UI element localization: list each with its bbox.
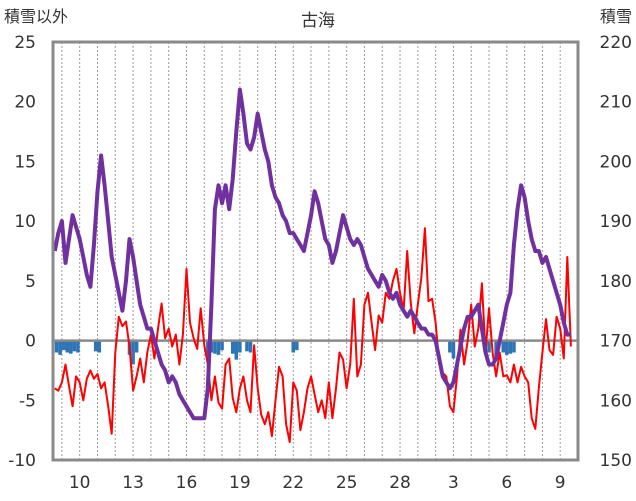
plot-frame [51, 40, 580, 462]
x-tick-label: 10 [69, 473, 91, 493]
x-tick-label: 16 [176, 473, 198, 493]
y-right-tick-label: 150 [600, 451, 632, 471]
snow-depth-series [52, 87, 571, 421]
x-tick-label: 9 [555, 473, 566, 493]
precipitation-bar [58, 340, 62, 355]
x-tick-label: 22 [282, 473, 304, 493]
precipitation-bar [248, 340, 253, 353]
precipitation-bar [234, 340, 239, 360]
precipitation-bar [97, 340, 102, 353]
precipitation-bar [54, 340, 59, 353]
x-tick-label: 13 [122, 473, 144, 493]
chart-title: 古海 [301, 11, 335, 31]
y-right-tick-label: 160 [600, 391, 632, 411]
precipitation-bar [213, 340, 217, 354]
x-tick-label: 28 [389, 473, 411, 493]
y-left-tick-label: 20 [14, 93, 36, 113]
y-left-tick-label: -5 [19, 391, 36, 411]
precipitation-bar [501, 340, 506, 353]
y-left-tick-label: 15 [14, 152, 36, 172]
precipitation-bar [72, 340, 77, 352]
x-tick-label: 6 [501, 473, 512, 493]
y-left-tick-label: -10 [8, 451, 36, 471]
precipitation-bar [245, 340, 249, 352]
precipitation-bar [93, 340, 98, 352]
precipitation-bar [131, 340, 135, 365]
snow-depth-line [52, 87, 571, 421]
x-tick-label: 25 [336, 473, 358, 493]
precipitation-bar [448, 340, 452, 353]
y-right-tick-label: 170 [600, 332, 632, 352]
precipitation-bar [76, 340, 80, 353]
x-tick-label: 3 [448, 473, 459, 493]
precipitation-bar [65, 340, 70, 353]
precipitation-bar [508, 340, 513, 354]
precipitation-bar [295, 340, 299, 351]
precipitation-bar [230, 340, 235, 354]
precipitation-bar [291, 340, 296, 353]
precipitation-bar [487, 340, 491, 353]
precipitation-bar [220, 340, 224, 351]
precipitation-bar [505, 340, 509, 355]
y-left-tick-label: 25 [14, 33, 36, 53]
y-left-tick-label: 0 [25, 332, 36, 352]
precipitation-bar [512, 340, 516, 353]
x-axis-ticks: 10 13 16 19 22 25 28 3 6 9 [69, 473, 566, 493]
precipitation-bar [216, 340, 221, 355]
precipitation-bar [61, 340, 66, 351]
y-right-tick-label: 220 [600, 33, 632, 53]
y-right-tick-label: 180 [600, 272, 632, 292]
y-axis-right-label: 積雪 [600, 7, 632, 26]
gridlines [61, 42, 561, 460]
y-axis-left-ticks: 25 20 15 10 5 0 -5 -10 [8, 33, 36, 471]
precipitation-bar [451, 340, 456, 359]
y-left-tick-label: 5 [25, 272, 36, 292]
y-left-tick-label: 10 [14, 212, 36, 232]
y-right-tick-label: 210 [600, 93, 632, 113]
x-tick-label: 19 [229, 473, 251, 493]
y-right-tick-label: 190 [600, 212, 632, 232]
precipitation-bar [134, 340, 139, 353]
y-axis-left-label: 積雪以外 [4, 7, 68, 26]
y-right-tick-label: 200 [600, 152, 632, 172]
precipitation-bar [69, 340, 73, 354]
precipitation-bar [238, 340, 242, 353]
precipitation-bars [54, 340, 516, 365]
y-axis-right-ticks: 220 210 200 190 180 170 160 150 [600, 33, 632, 471]
